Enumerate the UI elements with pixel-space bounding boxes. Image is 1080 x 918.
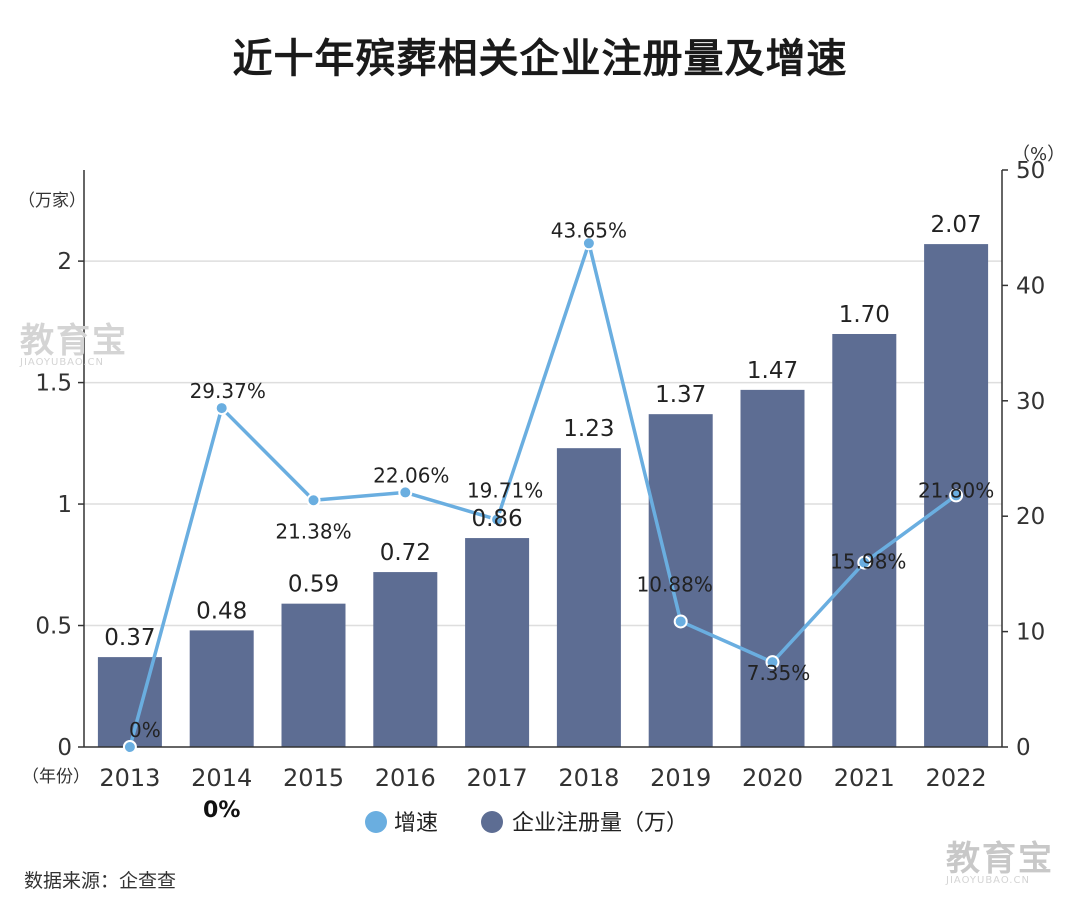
legend-bar-marker — [481, 811, 503, 833]
growth-point — [857, 555, 872, 570]
y-left-tick-label: 1 — [57, 492, 72, 518]
x-tick-label: 2021 — [834, 764, 895, 792]
bar — [373, 572, 438, 747]
growth-value-label: 10.88% — [637, 572, 713, 596]
growth-point — [306, 493, 321, 508]
bar-value-label: 0.48 — [196, 598, 247, 624]
bar-value-label: 2.07 — [930, 212, 981, 238]
growth-point — [581, 236, 596, 251]
bar — [556, 448, 621, 747]
watermark-domain: JIAOYUBAO.CN — [20, 357, 104, 368]
bar-value-label: 0.72 — [380, 540, 431, 566]
growth-value-label: 15.98% — [830, 550, 906, 574]
y-right-unit-label: （%） — [1012, 144, 1065, 165]
bar-value-label: 0.37 — [104, 625, 155, 651]
watermark-right: 教育宝 JIAOYUBAO.CN — [946, 842, 1054, 886]
y-right-tick-label: 30 — [1016, 389, 1045, 415]
x-tick-label: 2016 — [375, 764, 436, 792]
chart-title: 近十年殡葬相关企业注册量及增速 — [232, 36, 848, 82]
growth-value-label: 21.38% — [275, 519, 351, 543]
bar-value-label: 1.37 — [655, 382, 706, 408]
growth-point — [765, 655, 780, 670]
y-left-tick-label: 0.5 — [35, 614, 72, 640]
growth-value-label: 22.06% — [373, 463, 449, 487]
x-unit-label: （年份） — [22, 767, 90, 787]
growth-point — [949, 488, 964, 503]
y-right-tick-label: 0 — [1016, 735, 1031, 761]
y-right-tick-label: 50 — [1016, 158, 1045, 184]
growth-line — [128, 241, 958, 748]
y-right-tick-label: 40 — [1016, 273, 1045, 299]
x-tick-label: 2022 — [926, 764, 987, 792]
y-right-tick-label: 20 — [1016, 504, 1045, 530]
x-tick-label: 2020 — [742, 764, 803, 792]
y-left-unit-label: （万家） — [18, 191, 86, 211]
legend-growth-marker — [365, 811, 387, 833]
growth-value-label: 21.80% — [918, 478, 994, 502]
line-layer — [122, 236, 964, 754]
bar — [832, 333, 897, 747]
axis-layer: 0 0.5 1 1.5 2 （万家） 0 10 20 30 40 50（%） （年份） 2013 2014 2… — [18, 144, 1065, 792]
x-tick-label: 2019 — [650, 764, 711, 792]
growth-value-label: 7.35% — [747, 661, 811, 685]
extra-annotation-label: 0% — [203, 798, 240, 823]
bar-value-label: 1.47 — [747, 358, 798, 384]
watermark-text: 教育宝 — [946, 839, 1054, 879]
legend-growth-label: 增速 — [394, 811, 438, 836]
bar-value-label: 1.70 — [839, 302, 890, 328]
label-layer: 0.37 0.48 0.59 0.72 0.86 1.23 1.37 1.47 1.70 2.07… — [104, 212, 994, 823]
growth-value-label: 43.65% — [551, 218, 627, 242]
bar — [465, 538, 530, 747]
y-left-tick-label: 0 — [57, 735, 72, 761]
x-tick-label: 2015 — [283, 764, 344, 792]
watermark-text: 教育宝 — [20, 321, 128, 361]
bar-layer — [97, 244, 989, 748]
growth-point — [214, 401, 229, 416]
x-tick-label: 2017 — [467, 764, 528, 792]
x-tick-label: 2013 — [99, 764, 160, 792]
growth-value-label: 19.71% — [467, 479, 543, 503]
legend-bar-label: 企业注册量（万） — [512, 811, 688, 836]
growth-value-label: 0% — [129, 718, 161, 742]
y-right-tick-label: 10 — [1016, 620, 1045, 646]
bar-value-label: 0.86 — [471, 506, 522, 532]
growth-point — [122, 740, 137, 754]
bar — [281, 603, 346, 747]
growth-point — [490, 512, 505, 527]
growth-point — [398, 485, 413, 500]
bar — [740, 389, 805, 747]
y-left-tick-label: 1.5 — [35, 371, 72, 397]
bar-value-label: 0.59 — [288, 572, 339, 598]
legend-layer: 增速 企业注册量（万） — [365, 811, 688, 836]
data-source-note: 数据来源：企查查 — [24, 870, 177, 892]
bar — [648, 414, 713, 747]
growth-value-label: 29.37% — [190, 379, 266, 403]
bar-value-label: 1.23 — [563, 416, 614, 442]
x-tick-label: 2014 — [191, 764, 252, 792]
watermark-left: 教育宝 JIAOYUBAO.CN — [20, 324, 128, 368]
x-tick-label: 2018 — [558, 764, 619, 792]
growth-point — [673, 614, 688, 629]
bar — [189, 630, 254, 747]
y-left-tick-label: 2 — [57, 249, 72, 275]
watermark-domain: JIAOYUBAO.CN — [946, 875, 1030, 886]
